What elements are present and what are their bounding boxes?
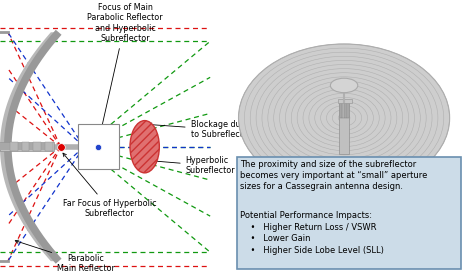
Bar	[339, 102, 349, 154]
Bar	[342, 102, 345, 118]
Bar	[0, 142, 54, 151]
Text: The proximity and size of the subreflector
becomes very important at “small” ape: The proximity and size of the subreflect…	[240, 160, 428, 192]
FancyBboxPatch shape	[237, 157, 461, 269]
Text: Blockage due
to Subreflector: Blockage due to Subreflector	[148, 120, 251, 139]
Polygon shape	[0, 32, 59, 261]
Text: Far Focus of Hyperbolic
Subreflector: Far Focus of Hyperbolic Subreflector	[63, 153, 156, 218]
Ellipse shape	[238, 44, 450, 192]
Text: Hyperbolic
Subreflector: Hyperbolic Subreflector	[148, 156, 236, 175]
Bar	[0, 143, 49, 150]
Bar	[78, 124, 119, 169]
Bar	[338, 99, 352, 104]
Text: Parabolic
Main Reflector: Parabolic Main Reflector	[15, 240, 115, 273]
Bar	[10, 142, 18, 151]
Text: Potential Performance Impacts:
    •   Higher Return Loss / VSWR
    •   Lower G: Potential Performance Impacts: • Higher …	[240, 211, 384, 255]
Ellipse shape	[330, 78, 358, 93]
Text: Focus of Main
Parabolic Reflector
and Hyperbolic
Subreflector: Focus of Main Parabolic Reflector and Hy…	[87, 3, 163, 141]
Bar	[45, 142, 53, 151]
Ellipse shape	[130, 121, 159, 173]
Bar	[33, 142, 41, 151]
Bar	[345, 102, 347, 118]
Bar	[347, 102, 349, 118]
Bar	[21, 142, 29, 151]
Bar	[340, 102, 342, 118]
